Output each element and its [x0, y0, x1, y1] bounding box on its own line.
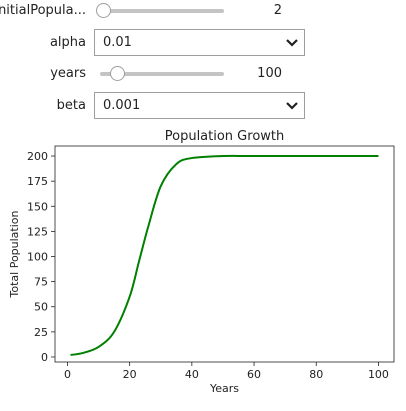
- chevron-down-icon: [286, 102, 298, 110]
- y-tick-label: 175: [27, 175, 48, 188]
- y-tick-label: 100: [27, 251, 48, 264]
- years-label: years: [50, 66, 86, 81]
- x-axis-title: Years: [209, 382, 239, 395]
- initial-population-label: initialPopula...: [0, 3, 86, 18]
- alpha-dropdown[interactable]: 0.01: [94, 29, 305, 56]
- years-slider-handle[interactable]: [109, 66, 125, 81]
- x-axis: 0 20 40 60 80 100: [64, 362, 389, 381]
- alpha-label: alpha: [49, 35, 86, 50]
- initial-population-row: initialPopula... 2: [0, 0, 406, 25]
- x-tick-label: 40: [185, 368, 199, 381]
- plot-area: [54, 145, 395, 363]
- chart-title: Population Growth: [165, 129, 285, 144]
- years-slider-track[interactable]: [100, 72, 224, 76]
- initial-population-slider-track[interactable]: [100, 9, 224, 13]
- y-tick-label: 0: [41, 351, 48, 364]
- years-row: years 100: [0, 60, 406, 88]
- y-tick-label: 50: [34, 301, 48, 314]
- initial-population-slider-handle[interactable]: [96, 3, 111, 18]
- alpha-selected-value: 0.01: [103, 35, 132, 50]
- beta-dropdown[interactable]: 0.001: [94, 92, 305, 119]
- y-tick-label: 125: [27, 225, 48, 238]
- y-axis: 0 25 50 75 100 125 150 175 200: [27, 150, 55, 364]
- y-tick-label: 75: [34, 276, 48, 289]
- y-tick-label: 200: [27, 150, 48, 163]
- alpha-row: alpha 0.01: [0, 29, 406, 57]
- beta-row: beta 0.001: [0, 92, 406, 120]
- x-tick-label: 20: [123, 368, 137, 381]
- x-tick-label: 100: [368, 368, 389, 381]
- y-tick-label: 150: [27, 200, 48, 213]
- x-tick-label: 60: [247, 368, 261, 381]
- y-tick-label: 25: [34, 326, 48, 339]
- beta-selected-value: 0.001: [103, 98, 141, 113]
- x-tick-label: 80: [309, 368, 323, 381]
- population-growth-chart: Population Growth 0 20 40 60 80 100 0 25 50 75 10…: [8, 129, 395, 395]
- initial-population-value: 2: [273, 3, 282, 18]
- chevron-down-icon: [286, 39, 298, 47]
- series-line: [70, 154, 379, 356]
- x-tick-label: 0: [64, 368, 71, 381]
- years-value: 100: [257, 66, 282, 81]
- y-axis-title: Total Population: [8, 210, 21, 298]
- beta-label: beta: [56, 98, 86, 113]
